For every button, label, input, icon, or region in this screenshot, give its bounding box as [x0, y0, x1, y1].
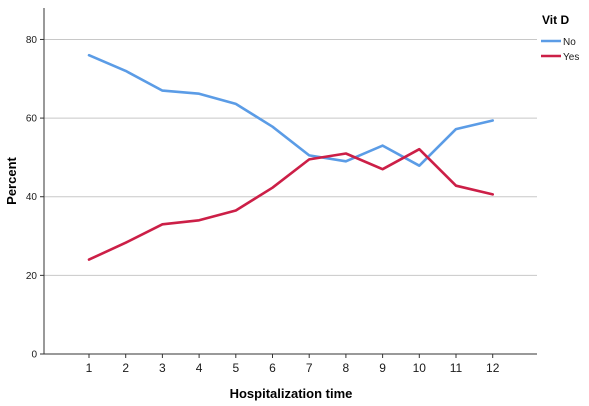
axes [43, 8, 537, 355]
y-ticks: 0 20 40 60 80 [26, 35, 44, 361]
x-tick-label: 5 [232, 361, 239, 375]
x-tick-label: 3 [159, 361, 166, 375]
x-tick-label: 10 [413, 361, 427, 375]
x-tick-label: 9 [379, 361, 386, 375]
x-tick-label: 12 [486, 361, 500, 375]
x-ticks: 1 2 3 4 5 6 7 8 9 10 11 12 [86, 354, 500, 375]
x-tick-label: 1 [86, 361, 93, 375]
y-axis-title: Percent [4, 156, 19, 204]
x-tick-label: 7 [306, 361, 313, 375]
y-tick-label: 40 [26, 192, 38, 203]
x-tick-label: 8 [343, 361, 350, 375]
series-lines [87, 53, 495, 261]
x-tick-label: 6 [269, 361, 276, 375]
legend-label-yes: Yes [563, 52, 579, 63]
y-tick-label: 0 [31, 350, 37, 361]
x-axis-title: Hospitalization time [230, 386, 353, 401]
y-tick-label: 60 [26, 114, 38, 125]
legend-title: Vit D [542, 13, 569, 27]
y-tick-label: 80 [26, 35, 38, 46]
legend-items: No Yes [541, 37, 579, 63]
y-tick-label: 20 [26, 271, 38, 282]
x-tick-label: 4 [196, 361, 203, 375]
series-line-no [87, 53, 495, 167]
series-line-yes [87, 147, 495, 261]
gridlines [44, 38, 537, 276]
x-tick-label: 2 [122, 361, 129, 375]
legend-label-no: No [563, 37, 576, 48]
x-tick-label: 11 [450, 361, 463, 375]
legend: Vit D No Yes [541, 13, 579, 63]
